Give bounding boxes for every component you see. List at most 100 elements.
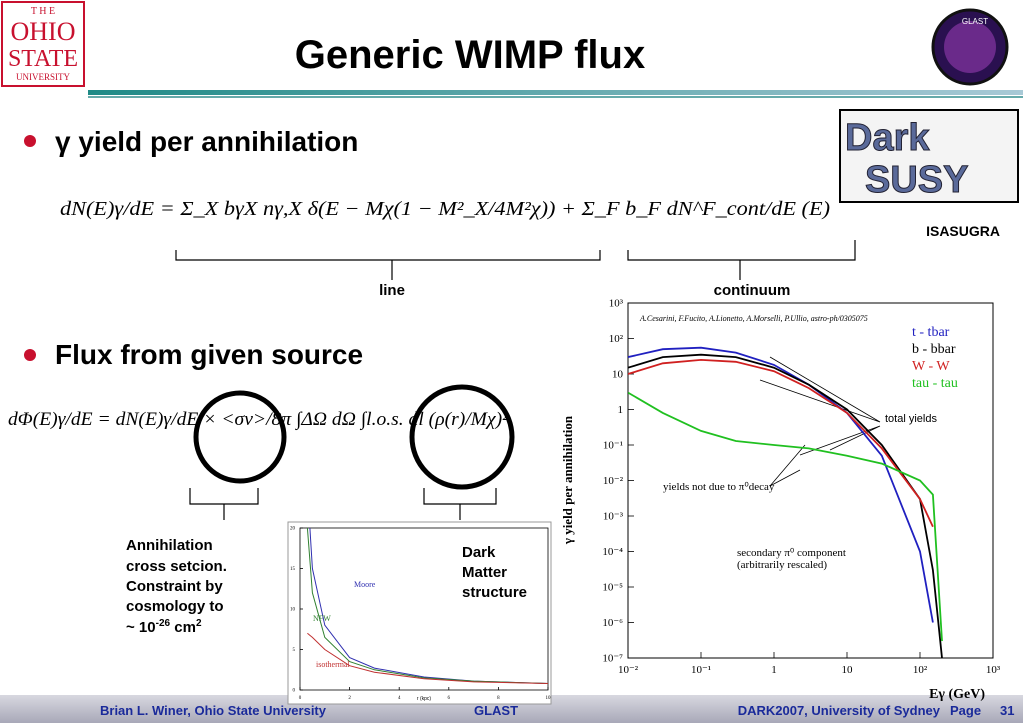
- legend-entry: tau - tau: [912, 376, 958, 391]
- note-line: Annihilation: [126, 537, 213, 554]
- series-group: [628, 346, 943, 658]
- profile-plot-frame: [287, 521, 552, 705]
- legend-entry: W - W: [912, 359, 950, 374]
- series-line: [628, 353, 943, 658]
- osu-logo: T H E OHIO STATE UNIVERSITY: [1, 1, 85, 87]
- bracket: [175, 240, 856, 280]
- y-tick-label: 10⁻⁵: [602, 582, 623, 594]
- x-axis-label: Eγ (GeV): [929, 687, 985, 702]
- annotation: total yields: [885, 413, 937, 425]
- annotation: yields not due to π⁰decay: [663, 481, 775, 493]
- x-tick-label: 10: [842, 664, 854, 676]
- logo-text: SUSY: [865, 159, 968, 201]
- note-line: ~ 10-26 cm2: [126, 618, 202, 636]
- series-line: [306, 528, 548, 684]
- title-rule: [88, 90, 1023, 95]
- y-tick-label: 5: [293, 648, 296, 653]
- plot-frame: [627, 302, 994, 659]
- title: Generic WIMP flux: [295, 33, 645, 77]
- x-tick-label: 6: [448, 696, 451, 701]
- logo-text: OHIO: [11, 17, 76, 46]
- x-tick-label: 10: [546, 696, 552, 701]
- note-part: ~ 10: [126, 619, 156, 636]
- logo-text: UNIVERSITY: [16, 72, 70, 82]
- logo-text: T H E: [31, 6, 55, 17]
- x-tick-label: 0: [299, 696, 302, 701]
- glast-logo: GLAST: [931, 8, 1009, 86]
- y-tick-label: 10²: [609, 333, 624, 345]
- y-tick-label: 10⁻⁷: [602, 653, 623, 665]
- legend-entry: isothermal: [316, 660, 351, 669]
- series-line: [307, 632, 548, 684]
- logo-text: GLAST: [962, 17, 988, 26]
- note-part: -26: [156, 618, 171, 629]
- note-line: cross setcion.: [126, 558, 227, 575]
- y-tick-label: 10: [612, 369, 624, 381]
- legend-entry: b - bbar: [912, 342, 956, 357]
- bullet-dot: [24, 349, 36, 361]
- bullet-dot: [24, 135, 36, 147]
- bullet: Flux from given source: [55, 339, 363, 370]
- y-tick-label: 10³: [609, 298, 624, 310]
- y-tick-label: 20: [290, 527, 296, 532]
- x-tick-label: 10⁻²: [618, 664, 639, 676]
- x-axis-label: r (kpc): [417, 696, 432, 702]
- label: line: [379, 282, 405, 299]
- footer-text: Brian L. Winer, Ohio State University: [100, 703, 327, 718]
- note-line: Dark: [462, 544, 496, 561]
- note-line: cosmology to: [126, 598, 224, 615]
- x-tick-label: 1: [771, 664, 777, 676]
- note-part: cm: [170, 619, 196, 636]
- annotation: secondary π⁰ component: [737, 547, 846, 559]
- series-group: [306, 528, 548, 684]
- series-line: [628, 358, 934, 528]
- y-axis-label: γ yield per annihilation: [560, 415, 575, 545]
- title-rule: [88, 96, 1023, 98]
- note-line: Constraint by: [126, 578, 223, 595]
- x-tick-label: 10²: [913, 664, 928, 676]
- footer-text: DARK2007, University of Sydney: [738, 703, 941, 718]
- x-tick-label: 4: [398, 696, 401, 701]
- logo-text: Dark: [845, 117, 930, 159]
- x-tick-label: 10⁻¹: [691, 664, 711, 676]
- y-tick-label: 10⁻⁶: [602, 617, 623, 629]
- note-line: structure: [462, 584, 527, 601]
- y-tick-label: 10: [290, 608, 296, 613]
- darksusy-logo: Dark SUSY: [839, 109, 1019, 203]
- legend-entry: t - tbar: [912, 325, 950, 340]
- y-tick-label: 10⁻²: [603, 475, 624, 487]
- annotations: total yields yields not due to π⁰decay s…: [663, 413, 937, 571]
- x-tick-label: 10³: [986, 664, 1001, 676]
- bracket: [189, 488, 497, 520]
- series-line: [628, 346, 934, 623]
- y-tick-label: 10⁻³: [603, 511, 624, 523]
- note-line: Matter: [462, 564, 507, 581]
- footer-text: Page: [950, 703, 981, 718]
- note-part: 2: [196, 618, 202, 629]
- footer-text: GLAST: [474, 703, 518, 718]
- label: continuum: [714, 282, 791, 299]
- legend-entry: NFW: [313, 614, 331, 623]
- annihilation-note: Annihilation cross setcion. Constraint b…: [126, 537, 227, 636]
- logo-text: STATE: [8, 46, 78, 72]
- annotation: (arbitrarily rescaled): [737, 559, 827, 571]
- x-tick-label: 2: [348, 696, 351, 701]
- highlight-circle: [409, 384, 515, 490]
- y-tick-label: 1: [618, 404, 624, 416]
- y-tick-label: 10⁻⁴: [602, 546, 623, 558]
- x-tick-label: 8: [497, 696, 500, 701]
- y-tick-label: 15: [290, 567, 296, 572]
- credit: A.Cesarini, F.Fucito, A.Lionetto, A.Mors…: [639, 314, 868, 323]
- footer: Brian L. Winer, Ohio State University GL…: [100, 703, 1014, 718]
- bullet: γ yield per annihilation: [55, 126, 358, 157]
- series-line: [628, 391, 943, 642]
- label: ISASUGRA: [926, 223, 1000, 239]
- y-tick-label: 10⁻¹: [603, 440, 623, 452]
- equation: dN(E)γ/dE = Σ_X bγX nγ,X δ(E − Mχ(1 − M²…: [60, 198, 830, 220]
- footer-text: 31: [1000, 703, 1014, 718]
- highlight-circle: [193, 390, 287, 484]
- equation: dΦ(E)γ/dE = dN(E)γ/dE × <σv>/8π ∫ΔΩ dΩ ∫…: [8, 409, 508, 431]
- annotation-arrow: [759, 356, 881, 487]
- y-tick-label: 0: [293, 689, 296, 694]
